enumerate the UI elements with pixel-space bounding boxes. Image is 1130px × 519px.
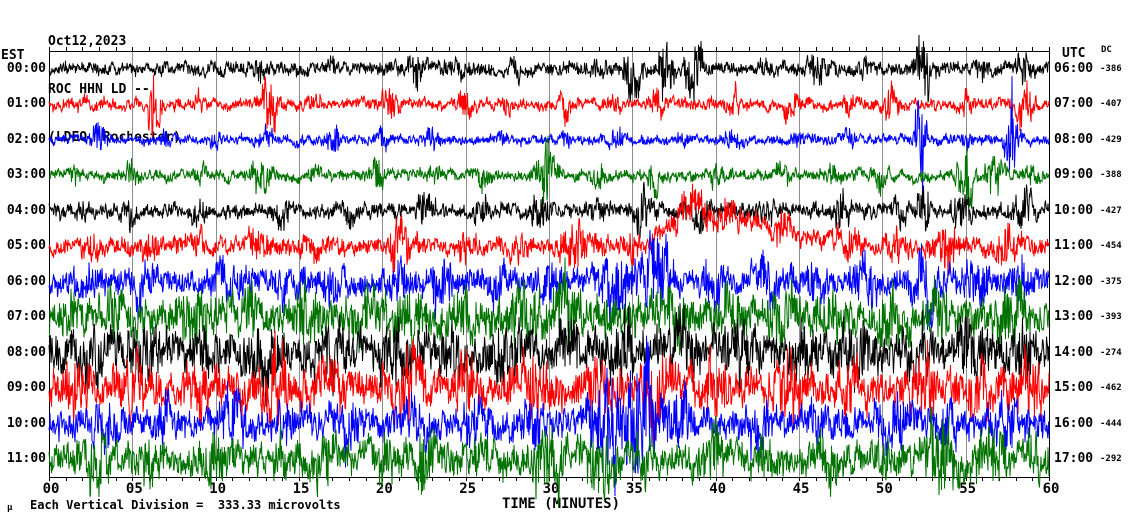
dc-value: -429 xyxy=(1100,134,1122,145)
utc-hour-label: 14:00 xyxy=(1054,344,1094,360)
x-tick-label: 25 xyxy=(459,481,477,497)
header-date: Oct12,2023 xyxy=(48,34,127,49)
x-tick-label: 40 xyxy=(709,481,727,497)
est-hour-label: 00:00 xyxy=(6,61,46,76)
seismic-trace-0000 xyxy=(48,34,1050,106)
seismic-trace-0500 xyxy=(48,183,1050,278)
utc-hour-label: 16:00 xyxy=(1054,415,1094,431)
est-hour-label: 04:00 xyxy=(6,202,46,218)
dc-value: -407 xyxy=(1100,99,1122,110)
seismic-trace-0400 xyxy=(48,181,1050,239)
dc-value: -388 xyxy=(1100,170,1122,181)
dc-axis-title: DC xyxy=(1101,45,1112,55)
header: Oct12,2023 ROC HHN LD -- (LDEO, Rocheste… xyxy=(48,2,181,178)
utc-hour-label: 06:00 xyxy=(1054,61,1094,76)
x-axis-label: TIME (MINUTES) xyxy=(501,496,621,512)
est-hour-label: 01:00 xyxy=(6,96,46,112)
x-tick-label: 35 xyxy=(625,481,643,497)
x-tick-label: 15 xyxy=(292,481,310,497)
left-axis-title: EST xyxy=(1,48,25,63)
utc-hour-label: 12:00 xyxy=(1054,273,1094,289)
x-tick-label: 10 xyxy=(209,481,227,497)
seismic-trace-1000 xyxy=(48,335,1050,497)
x-tick-label: 05 xyxy=(125,481,143,497)
seismic-trace-0200 xyxy=(48,76,1050,202)
est-hour-label: 02:00 xyxy=(6,131,46,147)
dc-value: -393 xyxy=(1100,312,1122,323)
est-hour-label: 07:00 xyxy=(6,309,46,325)
utc-hour-label: 15:00 xyxy=(1054,380,1094,396)
seismic-trace-0700 xyxy=(48,257,1050,363)
seismic-trace-0300 xyxy=(48,135,1050,209)
est-hour-label: 08:00 xyxy=(6,344,46,360)
x-tick-label: 55 xyxy=(959,481,977,497)
utc-hour-label: 10:00 xyxy=(1054,202,1094,218)
utc-hour-label: 07:00 xyxy=(1054,96,1094,112)
utc-hour-label: 17:00 xyxy=(1054,451,1094,466)
right-axis-title: UTC xyxy=(1062,46,1086,61)
est-hour-label: 10:00 xyxy=(6,415,46,431)
dc-value: -454 xyxy=(1100,241,1122,252)
microvolt-symbol: μ xyxy=(7,503,13,513)
dc-value: -292 xyxy=(1100,454,1122,464)
plot-frame xyxy=(49,51,1050,478)
dc-value: -444 xyxy=(1100,418,1122,429)
x-tick-label: 45 xyxy=(792,481,810,497)
x-tick-label: 50 xyxy=(875,481,893,497)
est-hour-label: 06:00 xyxy=(6,273,46,289)
utc-hour-label: 13:00 xyxy=(1054,309,1094,325)
seismic-trace-0100 xyxy=(48,75,1050,138)
x-tick-label: 30 xyxy=(542,481,560,497)
est-hour-label: 03:00 xyxy=(6,167,46,183)
est-hour-label: 11:00 xyxy=(6,451,46,466)
x-tick-label: 20 xyxy=(375,481,393,497)
x-tick-label: 60 xyxy=(1042,481,1060,497)
est-hour-label: 05:00 xyxy=(6,238,46,254)
utc-hour-label: 09:00 xyxy=(1054,167,1094,183)
utc-hour-label: 11:00 xyxy=(1054,238,1094,254)
scale-note: Each Vertical Division = 333.33 microvol… xyxy=(30,498,341,512)
dc-value: -375 xyxy=(1100,276,1122,287)
seismic-trace-0900 xyxy=(48,330,1050,451)
utc-hour-label: 08:00 xyxy=(1054,131,1094,147)
dc-value: -427 xyxy=(1100,205,1122,216)
seismic-trace-0800 xyxy=(48,303,1050,407)
dc-value: -274 xyxy=(1100,347,1122,358)
dc-value: -462 xyxy=(1100,383,1122,394)
header-station: ROC HHN LD -- xyxy=(48,82,150,97)
header-network: (LDEO, Rochester) xyxy=(48,130,182,145)
seismic-trace-0600 xyxy=(48,229,1050,331)
dc-value: -386 xyxy=(1100,64,1122,74)
x-tick-label: 00 xyxy=(42,481,60,497)
est-hour-label: 09:00 xyxy=(6,380,46,396)
